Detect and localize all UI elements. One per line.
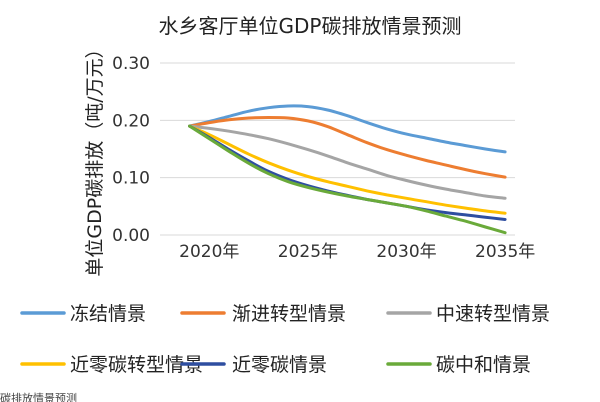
y-axis-label: 单位GDP碳排放（吨/万元） bbox=[84, 39, 106, 276]
gridlines bbox=[160, 62, 515, 236]
y-tick-label: 0.30 bbox=[112, 54, 150, 74]
legend-label: 近零碳转型情景 bbox=[70, 354, 203, 376]
x-tick-label: 2025年 bbox=[278, 242, 338, 262]
series-line bbox=[188, 116, 507, 179]
y-tick-label: 0.00 bbox=[112, 226, 150, 246]
y-tick-labels: 0.00 0.10 0.20 0.30 bbox=[112, 54, 150, 246]
series-line bbox=[188, 104, 507, 154]
series-line bbox=[188, 124, 507, 215]
series-line bbox=[188, 124, 507, 200]
series-lines bbox=[188, 104, 507, 235]
x-tick-label: 2030年 bbox=[376, 242, 436, 262]
legend-label: 碳中和情景 bbox=[436, 354, 531, 376]
series-line bbox=[188, 124, 507, 235]
chart-title: 水乡客厅单位GDP碳排放情景预测 bbox=[159, 14, 462, 38]
legend-label: 冻结情景 bbox=[70, 303, 146, 325]
y-tick-label: 0.10 bbox=[112, 169, 150, 189]
legend-label: 中速转型情景 bbox=[436, 303, 550, 325]
legend-label: 渐进转型情景 bbox=[232, 303, 346, 325]
x-tick-label: 2035年 bbox=[475, 242, 535, 262]
cut-off-caption: 碳排放情景预测 bbox=[0, 391, 77, 402]
y-tick-label: 0.20 bbox=[112, 111, 150, 131]
x-tick-label: 2020年 bbox=[179, 242, 239, 262]
x-tick-labels: 2020年 2025年 2030年 2035年 bbox=[179, 242, 535, 262]
legend-label: 近零碳情景 bbox=[232, 354, 327, 376]
